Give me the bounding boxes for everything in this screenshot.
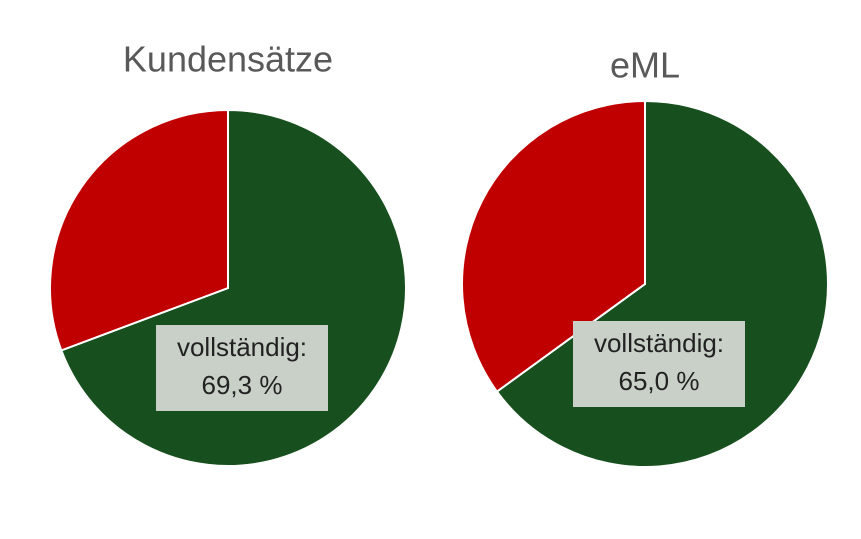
label-box [573, 321, 745, 407]
data-label: 69,3 % [202, 370, 283, 400]
label-box [156, 325, 328, 411]
chart-title: Kundensätze [123, 39, 333, 80]
pie-slice [49, 108, 229, 352]
pie-slice [461, 99, 646, 393]
data-label-name: vollständig: [594, 328, 724, 358]
chart-title: eML [610, 45, 680, 86]
data-label: 65,0 % [619, 366, 700, 396]
data-label-name: vollständig: [177, 332, 307, 362]
